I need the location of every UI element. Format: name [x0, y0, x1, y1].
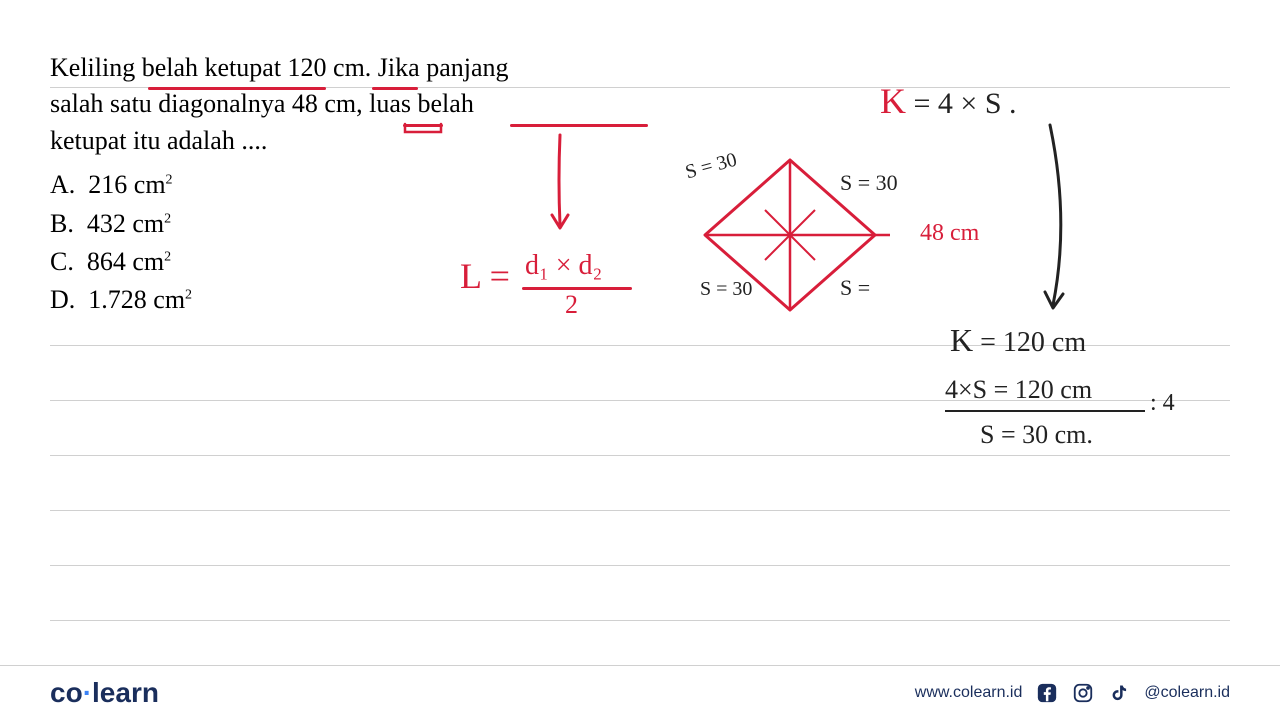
tiktok-icon — [1108, 682, 1130, 704]
formula-L-left: L = — [460, 255, 510, 297]
ruled-line — [50, 510, 1230, 511]
arrow-k-down — [1035, 120, 1095, 320]
eq-4s: 4×S = 120 cm — [945, 375, 1092, 405]
label-s-tr: S = 30 — [840, 170, 898, 196]
facebook-icon — [1036, 682, 1058, 704]
logo-dot: · — [83, 677, 92, 708]
formula-K: K K = 4 × S .= 4 × S . — [880, 80, 1017, 122]
footer-url: www.colearn.id — [915, 684, 1023, 702]
arrow-down — [540, 130, 580, 240]
underline-1 — [148, 87, 326, 90]
k-120: K = 120 cm — [950, 322, 1086, 359]
footer-handle: @colearn.id — [1144, 684, 1230, 702]
logo: co·learn — [50, 677, 159, 709]
instagram-icon — [1072, 682, 1094, 704]
div-4: : 4 — [1150, 390, 1175, 417]
formula-L-numerator: d₁ × d₂ — [525, 250, 602, 282]
logo-pre: co — [50, 677, 83, 708]
label-s-bl: S = 30 — [700, 278, 752, 301]
underline-4 — [510, 124, 648, 127]
ruled-line — [50, 565, 1230, 566]
bracket-mark — [403, 122, 443, 140]
question-line2: salah satu diagonalnya 48 cm, luas belah — [50, 89, 474, 118]
label-48cm: 48 cm — [920, 220, 979, 247]
footer: co·learn www.colearn.id @colearn.id — [0, 665, 1280, 720]
formula-L-denominator: 2 — [565, 290, 578, 320]
content-area: Keliling belah ketupat 120 cm. Jika panj… — [50, 50, 1230, 660]
label-s-br: S = — [840, 275, 870, 301]
footer-right: www.colearn.id @colearn.id — [915, 682, 1230, 704]
division-line — [945, 410, 1145, 412]
ruled-line — [50, 620, 1230, 621]
logo-post: learn — [92, 677, 159, 708]
eq-s30: S = 30 cm. — [980, 420, 1093, 450]
question-line1: Keliling belah ketupat 120 cm. Jika panj… — [50, 53, 509, 82]
underline-2 — [372, 87, 418, 90]
ruled-line — [50, 455, 1230, 456]
question-line3: ketupat itu adalah .... — [50, 126, 267, 155]
